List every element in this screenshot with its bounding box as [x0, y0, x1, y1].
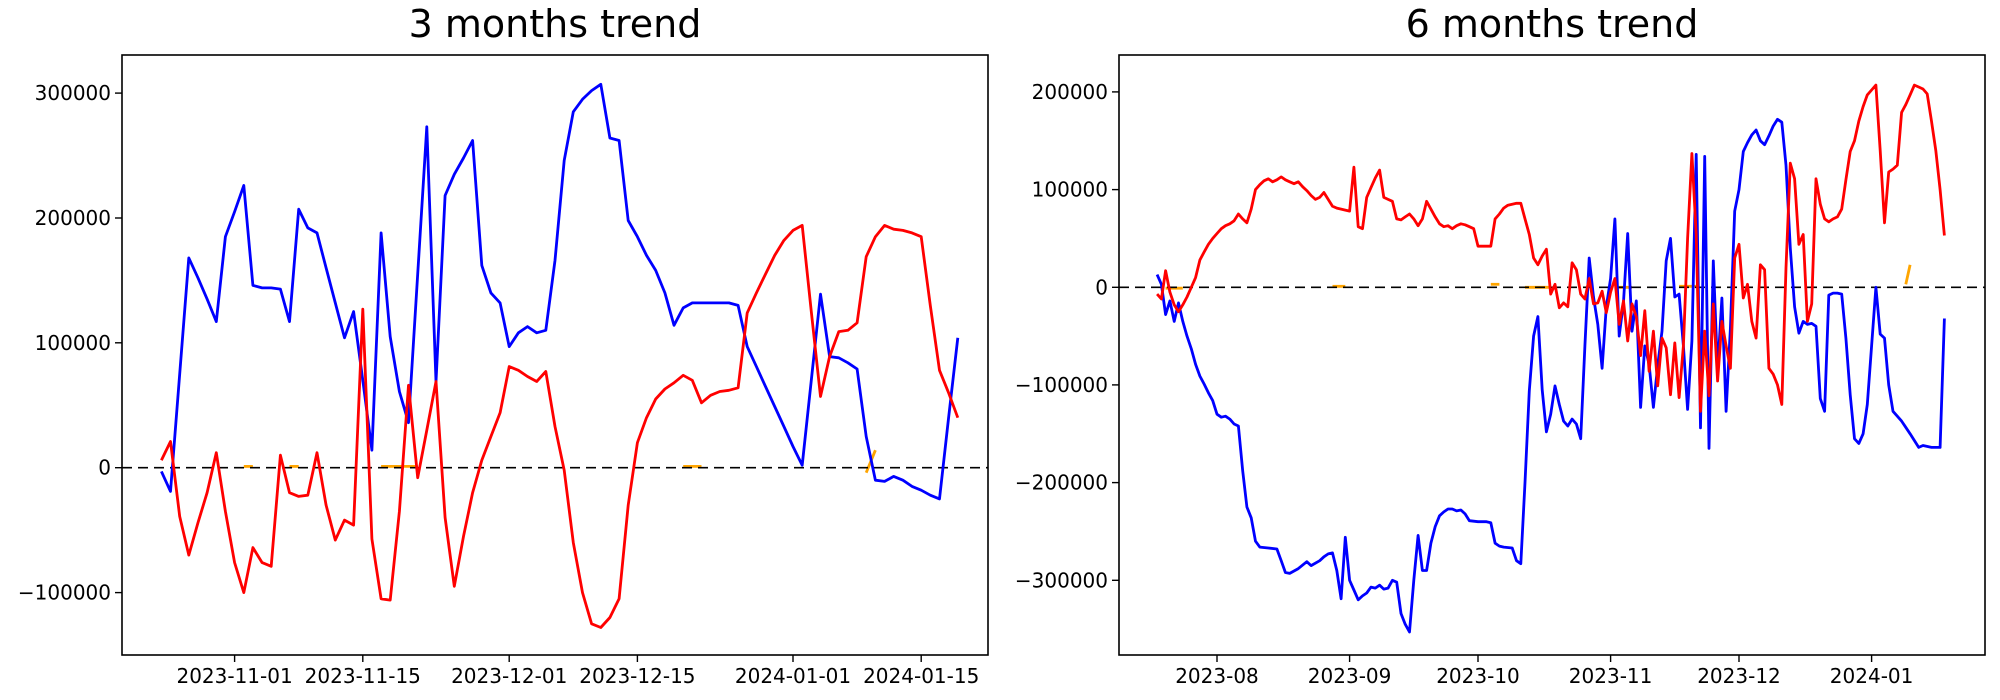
x-tick-label: 2024-01-01 — [735, 664, 851, 688]
blue-series-line — [1155, 117, 1946, 634]
y-tick-label: 100000 — [1032, 178, 1108, 202]
orange-series-segment-6 — [1904, 264, 1912, 285]
y-tick-label: −200000 — [1015, 471, 1108, 495]
axes-border — [1118, 54, 1986, 656]
x-tick-label: 2023-11-01 — [176, 664, 292, 688]
y-tick-label: −300000 — [1015, 568, 1108, 592]
x-tick-label: 2023-11-15 — [305, 664, 421, 688]
x-tick-label: 2024-01-15 — [863, 664, 979, 688]
y-tick-label: 0 — [1095, 275, 1108, 299]
x-tick-label: 2023-12-01 — [451, 664, 567, 688]
x-tick-label: 2023-10 — [1436, 664, 1520, 688]
red-series-line — [1156, 83, 1946, 413]
axes-border — [121, 54, 989, 656]
plot-area — [122, 55, 988, 655]
chart-3-months: 2023-11-01 2023-11-15 2023-12-01 2023-12-15… — [18, 54, 989, 688]
x-tick-label: 2024-01 — [1830, 664, 1914, 688]
red-series-line — [160, 223, 960, 629]
y-tick-label: −100000 — [1015, 373, 1108, 397]
x-tick-label: 2023-11 — [1569, 664, 1653, 688]
blue-series-line — [160, 82, 960, 501]
chart-6-months: 2023-08 2023-09 2023-10 2023-11 2023-12 2024-… — [1015, 54, 1986, 688]
x-tick-label: 2023-09 — [1308, 664, 1392, 688]
plot-area — [1119, 55, 1985, 655]
y-tick-label: 200000 — [35, 206, 111, 230]
y-tick-label: 100000 — [35, 331, 111, 355]
y-tick-label: 0 — [98, 456, 111, 480]
chart-title-6-months: 6 months trend — [1405, 2, 1699, 46]
y-tick-label: −100000 — [18, 581, 111, 605]
chart-title-3-months: 3 months trend — [408, 2, 702, 46]
x-tick-label: 2023-12-15 — [579, 664, 695, 688]
y-tick-label: 300000 — [35, 81, 111, 105]
y-tick-label: 200000 — [1032, 80, 1108, 104]
x-tick-label: 2023-12 — [1697, 664, 1781, 688]
x-tick-label: 2023-08 — [1175, 664, 1259, 688]
